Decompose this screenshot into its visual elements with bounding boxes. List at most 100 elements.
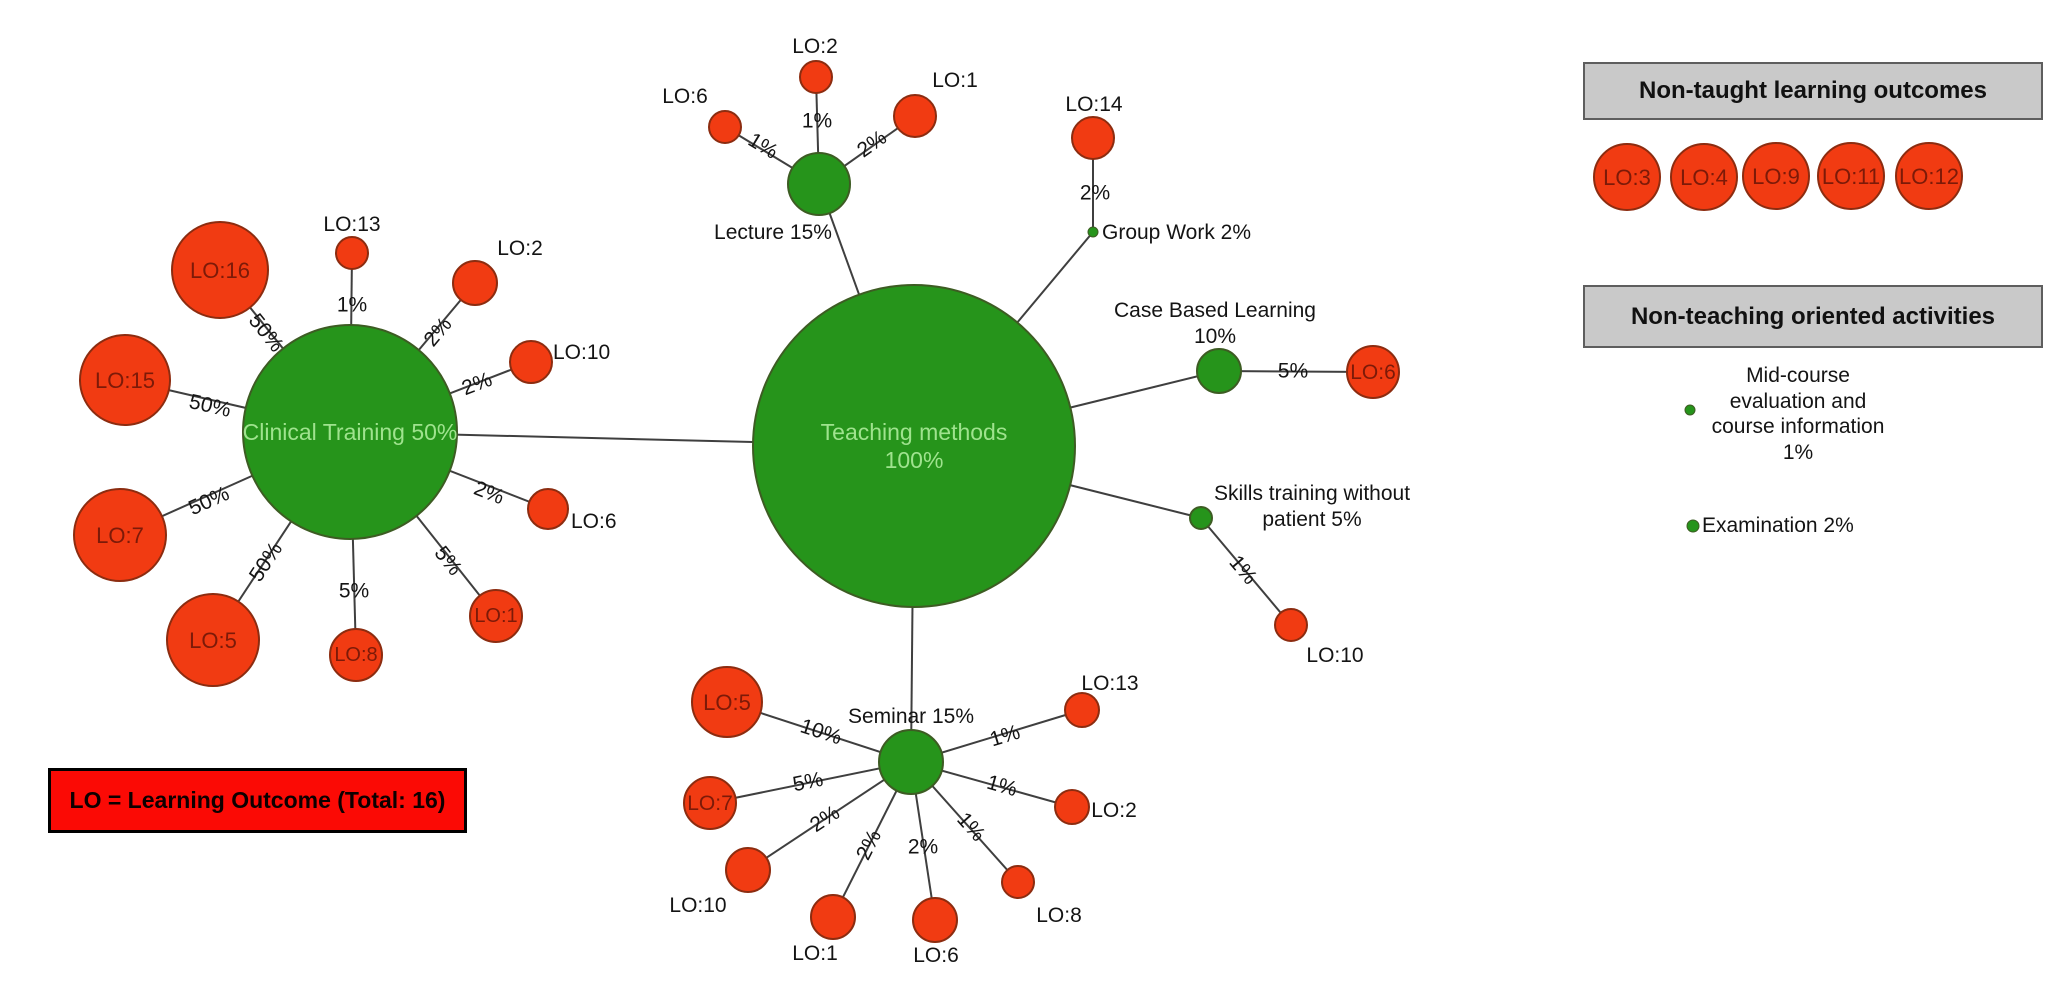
node-sm_lo10: [725, 847, 771, 893]
node-ct_lo13: [335, 236, 369, 270]
node-label-teaching: Teaching methods 100%: [821, 419, 1008, 473]
node-label-ct_lo7: LO:7: [96, 523, 144, 548]
node-sm_lo5: [691, 666, 763, 738]
node-label-nt_lo12: LO:12: [1899, 164, 1959, 189]
node-label-cb_lo6: LO:6: [1350, 361, 1396, 384]
node-label-clinical: Clinical Training 50%: [243, 419, 458, 445]
node-lc_lo6: [708, 110, 742, 144]
nodes-layer: [73, 60, 1963, 943]
node-label-seminar: Seminar 15%: [848, 705, 974, 728]
node-label-sm_lo8: LO:8: [1036, 904, 1082, 927]
node-label-ct_lo15: LO:15: [95, 368, 155, 393]
edge-label-clinical-ct_lo6: 2%: [471, 477, 508, 509]
node-sm_lo2: [1054, 789, 1090, 825]
legend: LO = Learning Outcome (Total: 16): [48, 768, 467, 833]
edge-label-clinical-ct_lo7: 50%: [185, 482, 233, 520]
node-labels-layer: Teaching methods 100% Clinical Training 50…: [95, 35, 1959, 967]
node-label-lc_lo6: LO:6: [662, 85, 708, 108]
node-label-lc_lo1: LO:1: [932, 69, 978, 92]
node-label-ct_lo5: LO:5: [189, 628, 237, 653]
node-ct_lo6: [527, 488, 569, 530]
node-groupwork: [1087, 226, 1099, 238]
node-cb_lo6: [1346, 345, 1400, 399]
node-label-ct_lo6: LO:6: [571, 510, 617, 533]
node-sm_lo1: [810, 894, 856, 940]
node-sm_lo13: [1064, 692, 1100, 728]
node-lecture: [787, 152, 851, 216]
node-label-sm_lo1: LO:1: [792, 942, 838, 965]
node-label-ct_lo2: LO:2: [497, 237, 543, 260]
node-label-nt_lo4: LO:4: [1680, 165, 1728, 190]
edge-label-clinical-ct_lo1: 5%: [430, 542, 467, 580]
panel-header-non-taught-title: Non-taught learning outcomes: [1639, 77, 1987, 104]
node-label-ct_lo8: LO:8: [334, 644, 377, 666]
midcourse-activity-label: Mid-course evaluation and course informa…: [1711, 364, 1885, 464]
edge-label-clinical-ct_lo2: 2%: [419, 313, 456, 351]
node-label-skills: Skills training without patient 5%: [1214, 482, 1410, 531]
edge-label-seminar-sm_lo13: 1%: [987, 721, 1023, 752]
node-label-lecture: Lecture 15%: [714, 221, 832, 244]
node-ct_lo15: [79, 334, 171, 426]
edge-label-seminar-sm_lo1: 2%: [852, 826, 886, 863]
node-ct_lo16: [171, 221, 269, 319]
legend-text: LO = Learning Outcome (Total: 16): [69, 787, 446, 813]
node-sm_lo6: [912, 897, 958, 943]
node-sm_lo8: [1001, 865, 1035, 899]
edge-label-seminar-sm_lo6: 2%: [908, 836, 938, 859]
panel-header-non-taught: Non-taught learning outcomes: [1583, 62, 2043, 120]
edge-label-clinical-ct_lo5: 50%: [245, 538, 287, 586]
node-label-ct_lo16: LO:16: [190, 258, 250, 283]
node-lc_lo2: [799, 60, 833, 94]
node-sk_lo10: [1274, 608, 1308, 642]
node-sm_lo7: [683, 776, 737, 830]
node-gw_lo14: [1071, 116, 1115, 160]
examination-activity-label: Examination 2%: [1702, 514, 1854, 537]
node-clinical: [242, 324, 458, 540]
panel-header-non-teaching: Non-teaching oriented activities: [1583, 285, 2043, 348]
node-ct_lo2: [452, 260, 498, 306]
node-label-cbl: Case Based Learning 10%: [1114, 299, 1316, 348]
node-teaching: [752, 284, 1076, 608]
node-label-nt_lo3: LO:3: [1603, 165, 1651, 190]
edge-label-clinical-ct_lo10: 2%: [459, 368, 496, 400]
edge-label-clinical-ct_lo15: 50%: [187, 390, 233, 422]
node-label-sm_lo10: LO:10: [669, 894, 726, 917]
edge-seminar-sm_lo7: [709, 761, 912, 804]
edge-label-seminar-sm_lo2: 1%: [984, 771, 1019, 801]
edge-label-groupwork-gw_lo14: 2%: [1080, 182, 1110, 205]
node-ct_lo5: [166, 593, 260, 687]
node-label-sk_lo10: LO:10: [1306, 644, 1363, 667]
node-ct_lo1: [469, 589, 523, 643]
node-label-ct_lo13: LO:13: [323, 213, 380, 236]
node-label-lc_lo2: LO:2: [792, 35, 838, 58]
node-skills: [1189, 506, 1213, 530]
node-label-sm_lo6: LO:6: [913, 944, 959, 967]
edge-label-clinical-ct_lo13: 1%: [337, 294, 367, 317]
node-label-sm_lo13: LO:13: [1081, 672, 1138, 695]
edge-skills-sk_lo10: [1200, 517, 1292, 626]
edge-label-lecture-lc_lo2: 1%: [802, 110, 832, 133]
node-seminar: [878, 729, 944, 795]
node-label-nt_lo11: LO:11: [1822, 164, 1880, 189]
node-label-ct_lo10: LO:10: [553, 341, 610, 364]
node-ct_lo7: [73, 488, 167, 582]
node-nt_lo9: [1742, 142, 1810, 210]
node-ct_lo8: [329, 628, 383, 682]
node-label-nt_lo9: LO:9: [1752, 164, 1800, 189]
node-nt_lo11: [1817, 142, 1885, 210]
edge-label-clinical-ct_lo8: 5%: [339, 580, 369, 603]
edge-label-seminar-sm_lo5: 10%: [797, 715, 844, 750]
node-ct_lo10: [509, 340, 553, 384]
node-nt_lo3: [1593, 143, 1661, 211]
panel-header-non-teaching-title: Non-teaching oriented activities: [1630, 302, 1996, 330]
node-label-sm_lo7: LO:7: [687, 792, 733, 815]
edge-label-cbl-cb_lo6: 5%: [1278, 359, 1309, 382]
edge-label-seminar-sm_lo7: 5%: [791, 768, 825, 797]
node-dot_exam: [1686, 519, 1700, 533]
node-dot_midcourse: [1684, 404, 1696, 416]
node-lc_lo1: [893, 94, 937, 138]
node-label-gw_lo14: LO:14: [1065, 93, 1123, 116]
node-cbl: [1196, 348, 1242, 394]
